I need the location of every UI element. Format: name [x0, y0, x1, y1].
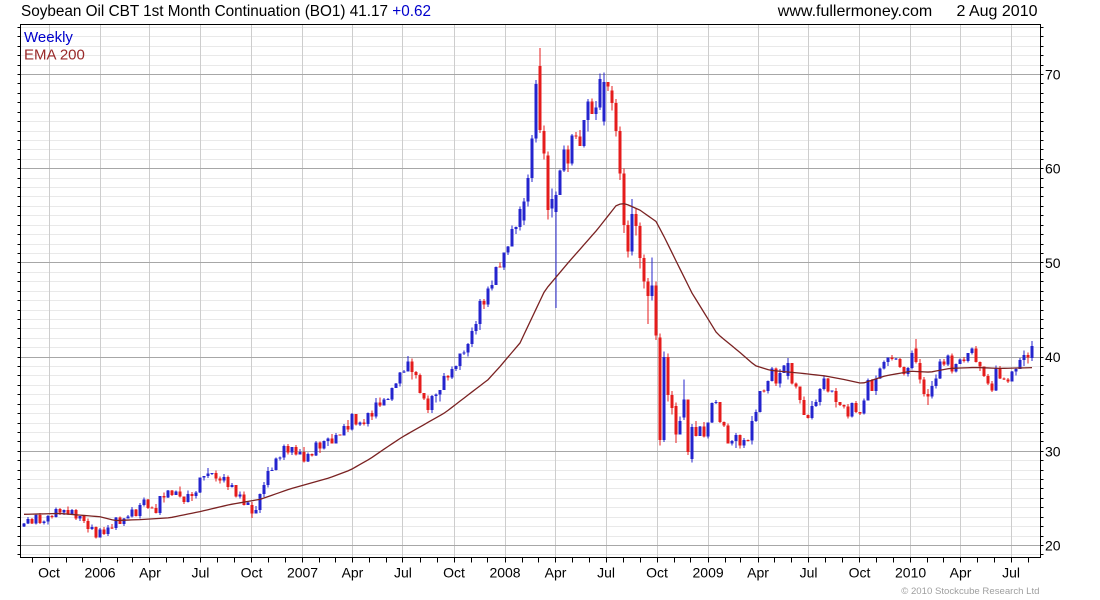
svg-text:70: 70: [1045, 67, 1061, 83]
svg-text:Oct: Oct: [849, 564, 871, 580]
svg-text:2010: 2010: [895, 564, 926, 580]
svg-text:Jul: Jul: [800, 564, 818, 580]
svg-text:www.fullermoney.com: www.fullermoney.com: [777, 3, 932, 20]
svg-text:Jul: Jul: [597, 564, 615, 580]
svg-text:Jul: Jul: [192, 564, 210, 580]
svg-text:Oct: Oct: [646, 564, 668, 580]
svg-text:2008: 2008: [489, 564, 520, 580]
svg-text:2006: 2006: [84, 564, 115, 580]
svg-text:Apr: Apr: [342, 564, 364, 580]
svg-text:Apr: Apr: [545, 564, 567, 580]
svg-text:© 2010 Stockcube Research Ltd: © 2010 Stockcube Research Ltd: [901, 586, 1039, 597]
svg-text:20: 20: [1045, 538, 1061, 554]
svg-text:Weekly: Weekly: [24, 29, 73, 46]
svg-text:30: 30: [1045, 443, 1061, 459]
svg-text:Jul: Jul: [394, 564, 412, 580]
svg-text:60: 60: [1045, 161, 1061, 177]
svg-text:Jul: Jul: [1002, 564, 1020, 580]
svg-text:2007: 2007: [287, 564, 318, 580]
svg-text:Oct: Oct: [38, 564, 60, 580]
svg-text:50: 50: [1045, 255, 1061, 271]
svg-text:2009: 2009: [693, 564, 724, 580]
svg-text:Apr: Apr: [747, 564, 769, 580]
svg-text:EMA 200: EMA 200: [24, 47, 85, 64]
svg-text:Apr: Apr: [139, 564, 161, 580]
svg-text:40: 40: [1045, 349, 1061, 365]
svg-text:2 Aug 2010: 2 Aug 2010: [957, 3, 1038, 20]
svg-text:Oct: Oct: [241, 564, 263, 580]
svg-text:Apr: Apr: [950, 564, 972, 580]
svg-text:Oct: Oct: [443, 564, 465, 580]
svg-text:Soybean Oil CBT 1st Month Cont: Soybean Oil CBT 1st Month Continuation (…: [21, 3, 431, 20]
